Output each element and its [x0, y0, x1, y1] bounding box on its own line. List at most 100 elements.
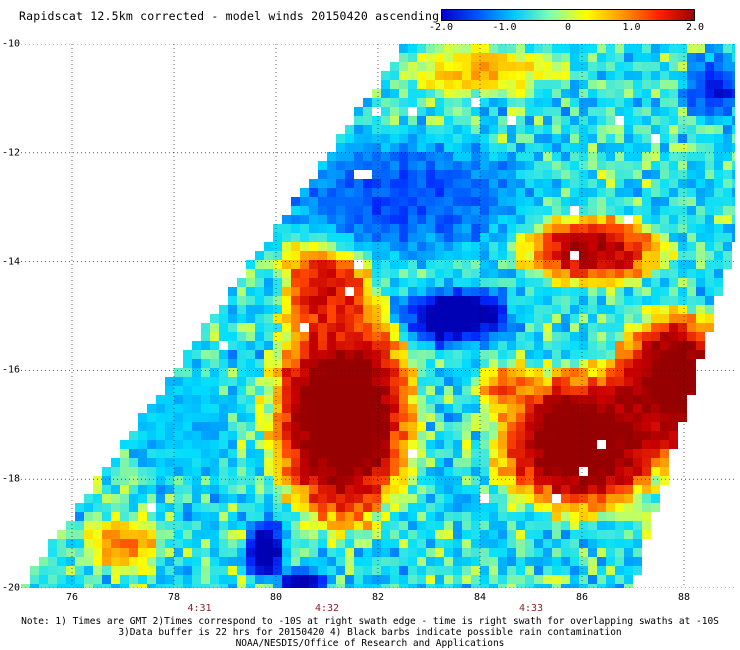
wind-cell: [318, 530, 327, 539]
wind-cell: [624, 557, 633, 566]
wind-cell: [246, 368, 255, 377]
wind-cell: [588, 332, 597, 341]
wind-cell: [669, 215, 678, 224]
wind-cell: [453, 197, 462, 206]
wind-cell: [633, 530, 642, 539]
wind-cell: [417, 287, 426, 296]
wind-cell: [669, 152, 678, 161]
wind-cell: [480, 170, 489, 179]
wind-cell: [462, 539, 471, 548]
wind-cell: [642, 332, 651, 341]
wind-cell: [561, 386, 570, 395]
wind-cell: [291, 368, 300, 377]
wind-cell: [282, 575, 291, 584]
wind-cell: [678, 98, 687, 107]
wind-cell: [633, 98, 642, 107]
wind-cell: [561, 539, 570, 548]
wind-cell: [345, 377, 354, 386]
wind-cell: [210, 323, 219, 332]
wind-cell: [498, 575, 507, 584]
wind-cell: [318, 296, 327, 305]
wind-cell: [633, 233, 642, 242]
wind-cell: [192, 530, 201, 539]
wind-cell: [471, 359, 480, 368]
wind-cell: [291, 548, 300, 557]
wind-cell: [201, 377, 210, 386]
wind-cell: [453, 89, 462, 98]
wind-cell: [408, 251, 417, 260]
colorbar-tick-label: 2.0: [685, 22, 705, 33]
wind-cell: [687, 242, 696, 251]
wind-cell: [498, 503, 507, 512]
wind-cell: [354, 278, 363, 287]
wind-cell: [543, 431, 552, 440]
wind-cell: [363, 161, 372, 170]
wind-cell: [669, 341, 678, 350]
wind-cell: [552, 224, 561, 233]
wind-cell: [309, 215, 318, 224]
wind-cell: [300, 557, 309, 566]
wind-cell: [255, 548, 264, 557]
wind-cell: [138, 530, 147, 539]
wind-cell: [507, 269, 516, 278]
wind-cell: [354, 116, 363, 125]
wind-cell: [570, 539, 579, 548]
wind-cell: [444, 188, 453, 197]
wind-cell: [210, 584, 219, 588]
wind-cell: [354, 233, 363, 242]
wind-cell: [624, 80, 633, 89]
wind-cell: [102, 530, 111, 539]
wind-cell: [579, 71, 588, 80]
wind-cell: [444, 305, 453, 314]
wind-cell: [552, 152, 561, 161]
wind-cell: [372, 431, 381, 440]
wind-cell: [525, 107, 534, 116]
wind-cell: [597, 98, 606, 107]
wind-cell: [561, 71, 570, 80]
wind-cell: [552, 467, 561, 476]
wind-cell: [282, 314, 291, 323]
wind-cell: [345, 548, 354, 557]
wind-cell: [597, 359, 606, 368]
wind-cell: [723, 233, 732, 242]
wind-cell: [129, 566, 138, 575]
wind-cell: [615, 584, 624, 588]
wind-cell: [732, 71, 735, 80]
wind-cell: [291, 485, 300, 494]
wind-cell: [480, 404, 489, 413]
wind-cell: [228, 431, 237, 440]
wind-cell: [363, 467, 372, 476]
wind-cell: [570, 278, 579, 287]
wind-cell: [390, 404, 399, 413]
wind-cell: [228, 377, 237, 386]
wind-cell: [408, 224, 417, 233]
wind-cell: [327, 179, 336, 188]
wind-cell: [498, 269, 507, 278]
wind-cell: [579, 152, 588, 161]
wind-cell: [561, 107, 570, 116]
wind-cell: [489, 566, 498, 575]
wind-cell: [462, 179, 471, 188]
wind-cell: [669, 233, 678, 242]
wind-cell: [363, 404, 372, 413]
wind-cell: [507, 62, 516, 71]
wind-cell: [516, 260, 525, 269]
wind-cell: [462, 494, 471, 503]
wind-cell: [345, 440, 354, 449]
wind-cell: [498, 287, 507, 296]
wind-cell: [444, 485, 453, 494]
wind-cell: [624, 521, 633, 530]
wind-cell: [264, 395, 273, 404]
wind-cell: [651, 458, 660, 467]
wind-cell: [597, 80, 606, 89]
wind-cell: [579, 44, 588, 53]
wind-cell: [606, 530, 615, 539]
wind-cell: [399, 44, 408, 53]
wind-cell: [552, 62, 561, 71]
wind-cell: [453, 260, 462, 269]
wind-cell: [219, 431, 228, 440]
wind-cell: [570, 179, 579, 188]
wind-cell: [642, 134, 651, 143]
wind-cell: [300, 449, 309, 458]
wind-cell: [588, 107, 597, 116]
